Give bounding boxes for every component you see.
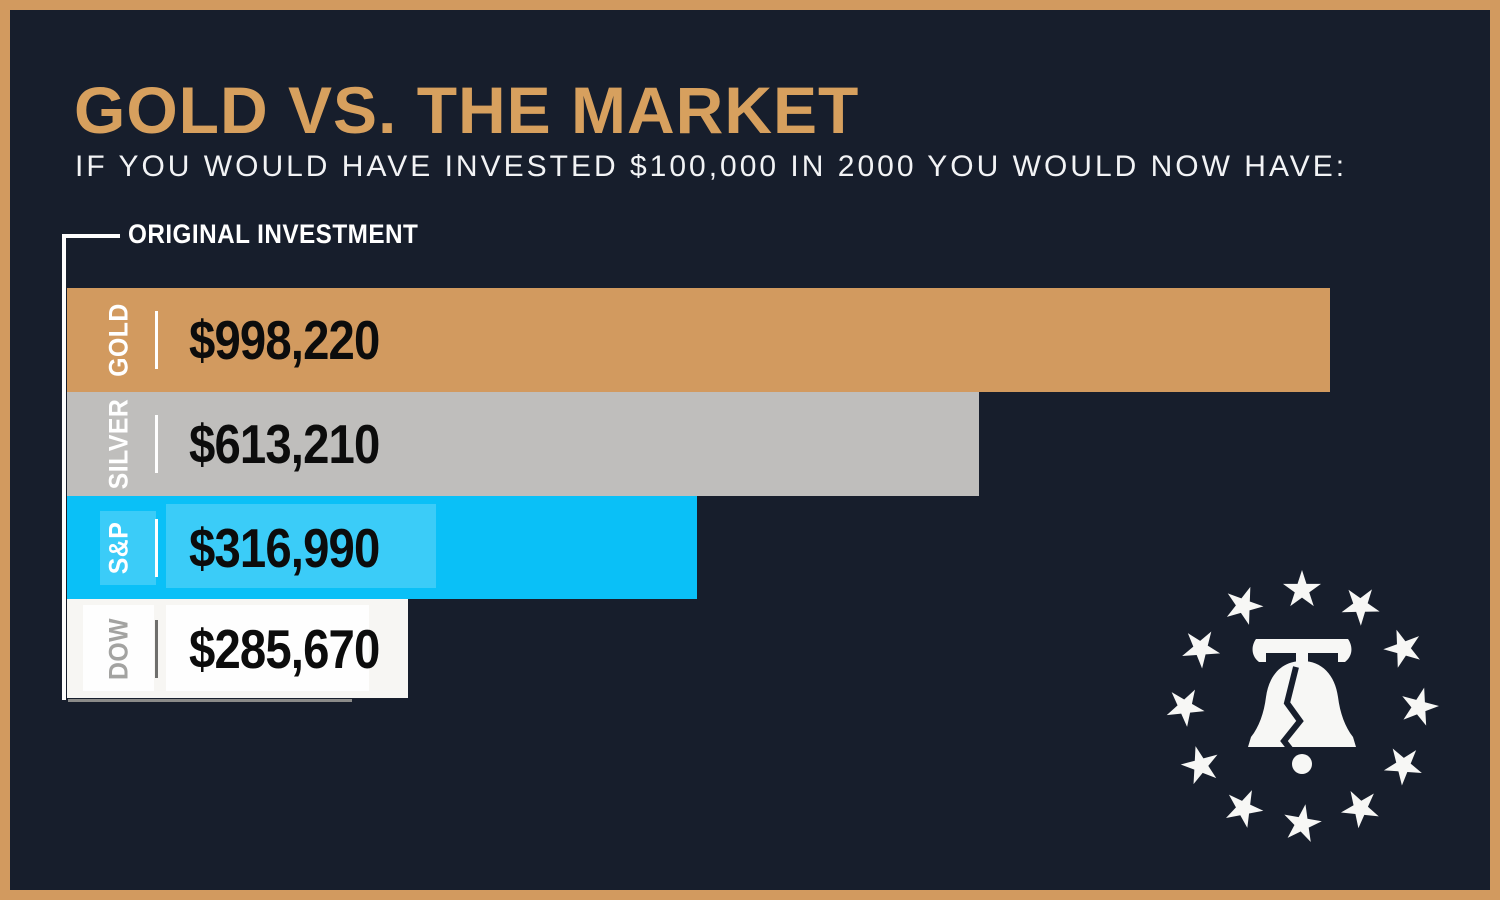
liberty-bell-icon — [1248, 639, 1356, 774]
original-investment-bracket-line-horizontal — [62, 234, 120, 238]
liberty-bell-stars-logo-icon — [1160, 570, 1443, 844]
bar-dow-value-highlight-box — [166, 605, 369, 691]
bar-silver-value-label: $613,210 — [189, 413, 380, 475]
bar-sp-label-highlight-box — [100, 511, 156, 585]
bar-sp-separator-line — [155, 518, 158, 577]
bar-dow-label-highlight-box — [83, 605, 154, 691]
bar-dow-separator-line — [155, 619, 158, 678]
bar-silver: SILVER $613,210 — [67, 392, 979, 496]
bar-sp-value-label: $316,990 — [189, 516, 380, 579]
bar-sp-value-highlight-box — [166, 504, 436, 588]
bar-dow-category-label: DOW — [103, 617, 134, 680]
bar-sp-category-label: S&P — [103, 521, 134, 574]
bar-dow-shadow-line — [68, 699, 352, 702]
page-title: GOLD VS. THE MARKET — [74, 73, 860, 147]
bar-gold: GOLD $998,220 — [67, 288, 1330, 392]
bar-dow-value-label: $285,670 — [189, 617, 380, 680]
bar-gold-category-label: GOLD — [103, 303, 134, 377]
original-investment-bracket-line-vertical — [62, 234, 66, 700]
bar-gold-value-label: $998,220 — [189, 309, 380, 371]
bar-dow: DOW $285,670 — [67, 599, 408, 698]
page-subtitle: IF YOU WOULD HAVE INVESTED $100,000 IN 2… — [75, 150, 1348, 183]
bar-gold-separator-line — [155, 311, 158, 369]
bar-silver-category-label: SILVER — [103, 398, 134, 490]
original-investment-label: ORIGINAL INVESTMENT — [128, 219, 419, 249]
bar-silver-separator-line — [155, 415, 158, 473]
bar-sp: S&P $316,990 — [67, 496, 697, 599]
